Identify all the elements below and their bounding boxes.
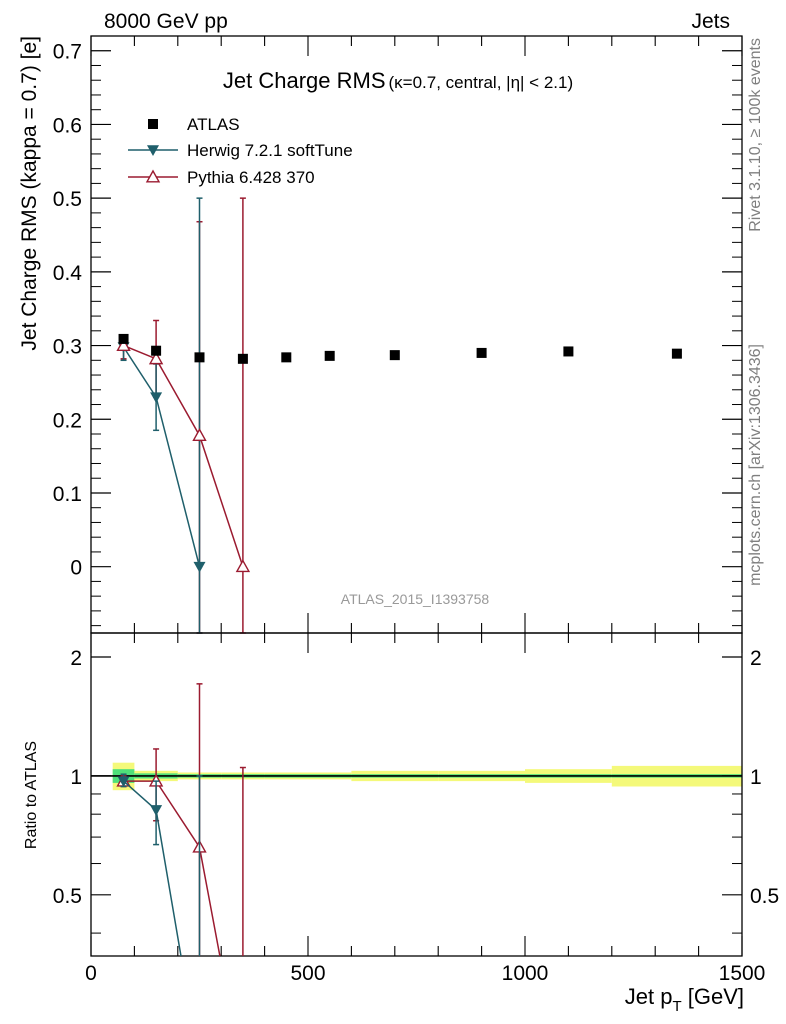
header-left: 8000 GeV pp [104,10,228,33]
legend-atlas-marker [148,119,158,129]
main-title: Jet Charge RMS (κ=0.7, central, |η| < 2.1… [223,68,573,93]
ratio-y-tick-label: 2 [70,647,82,670]
pythia-ratio-line [123,780,221,957]
ratio-y-label: Ratio to ATLAS [23,741,40,849]
ratio-y-tick-label-right: 1 [750,766,762,789]
atlas-point [324,350,335,361]
y-tick-label: 0.6 [53,114,82,137]
herwig-point [193,561,206,573]
side-label-top: Rivet 3.1.10, ≥ 100k events [747,38,764,232]
herwig-ratio-point [150,805,163,816]
main-title-detail: (κ=0.7, central, |η| < 2.1) [389,73,574,92]
atlas-point [389,350,400,361]
ratio-x-ticks: 0 500 1000 1500 [85,633,765,985]
herwig-ratio-point [117,776,130,788]
atlas-point [118,333,129,344]
side-label-bottom: mcplots.cern.ch [arXiv:1306.3436] [747,344,764,586]
ratio-y-tick-label: 0.5 [53,885,82,908]
herwig-point [150,392,163,404]
legend-label-0: ATLAS [187,115,240,134]
ratio-series [116,683,246,957]
pythia-point [192,428,207,441]
atlas-point [194,352,205,363]
pythia-point [116,338,131,352]
legend-herwig-marker [147,145,159,156]
legend-pythia-marker [145,169,161,183]
main-series [116,197,682,634]
y-tick-label: 0.2 [53,409,82,432]
y-tick-label: 0.5 [53,188,82,211]
main-x-ticks [90,36,743,633]
ratio-panel: Ratio to ATLAS 0.5 0.5 1 1 2 2 0 500 1000 1500 J… [23,632,779,1015]
atlas-point [563,346,574,357]
x-tick-label: 1500 [719,962,766,985]
ratio-y-tick-label-right: 2 [750,647,762,670]
y-tick-label: 0.4 [53,262,83,285]
legend-label-2: Pythia 6.428 370 [187,168,315,187]
main-panel: Jet Charge RMS (κ=0.7, central, |η| < 2.1… [18,35,743,634]
ratio-y-tick-label: 1 [70,766,82,789]
pythia-point [235,559,251,573]
x-axis-label: Jet pT [GeV] [625,984,744,1015]
main-y-ticks: 0 0.1 0.2 0.3 0.4 0.5 0.6 0.7 [53,41,742,627]
main-y-label: Jet Charge RMS (kappa = 0.7) [e] [18,36,41,351]
y-tick-label: 0.1 [53,483,82,506]
atlas-point [151,345,162,356]
ratio-frame [90,632,743,957]
herwig-line [122,346,201,567]
atlas-point [671,348,682,359]
watermark: ATLAS_2015_I1393758 [341,591,490,607]
y-tick-label: 0.7 [53,41,82,64]
ratio-y-tick-label-right: 0.5 [750,885,779,908]
pythia-point [148,351,164,365]
legend-label-1: Herwig 7.2.1 softTune [187,141,353,160]
atlas-point [281,352,292,363]
x-tick-label: 500 [290,962,325,985]
header-right: Jets [691,10,730,33]
x-tick-label: 0 [85,962,97,985]
x-tick-label: 1000 [502,962,549,985]
y-tick-label: 0 [70,557,82,580]
legend: ATLAS Herwig 7.2.1 softTune Pythia 6.428 3… [128,115,353,187]
ratio-y-ticks: 0.5 0.5 1 1 2 2 [53,647,779,934]
ratio-band [91,762,742,791]
pythia-line [123,344,244,567]
atlas-point [476,347,487,358]
atlas-point [237,353,248,364]
y-tick-label: 0.3 [53,336,82,359]
main-title-text: Jet Charge RMS [223,68,386,93]
